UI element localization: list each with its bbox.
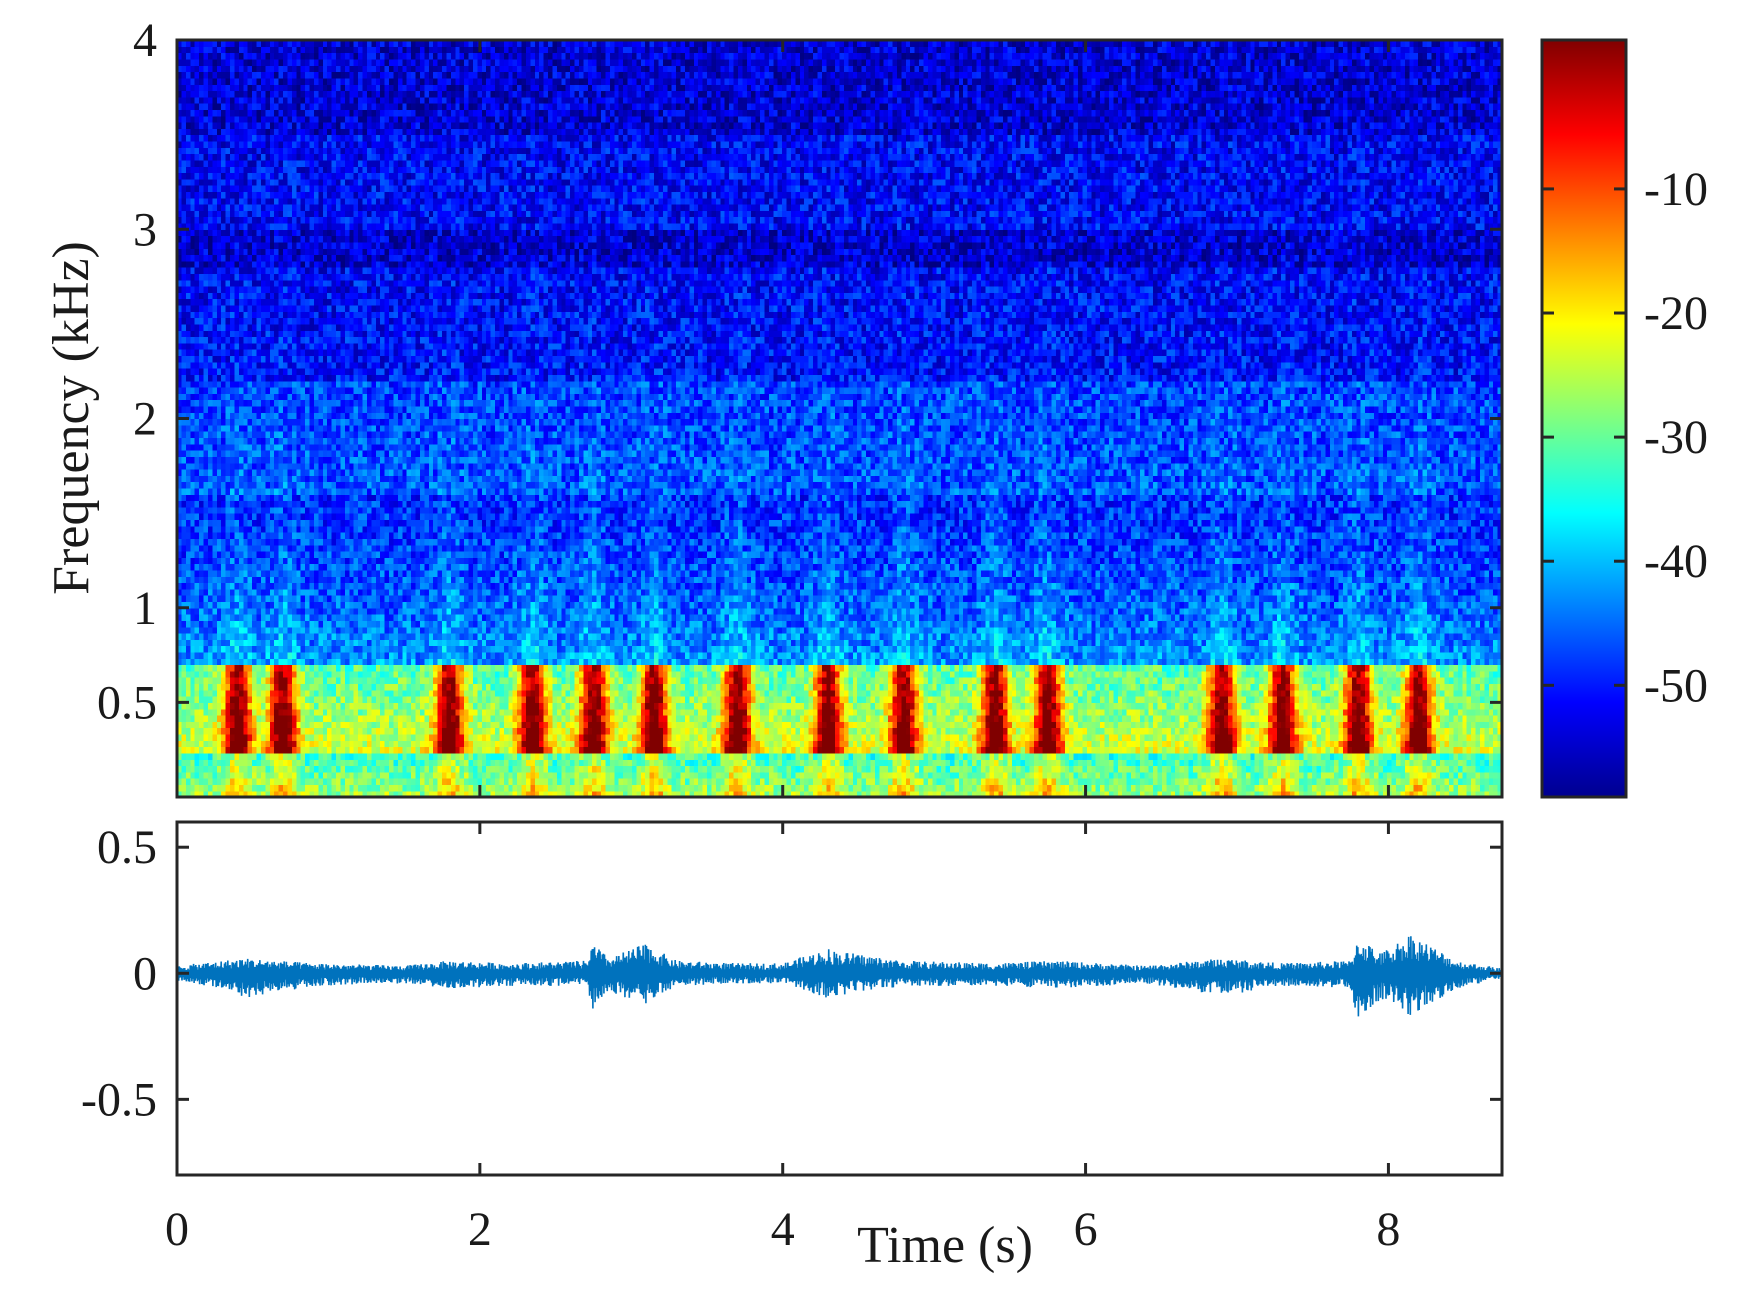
colorbar-tick-label: -40 <box>1644 535 1708 588</box>
spectrogram-y-axis-label: Frequency (kHz) <box>43 241 100 595</box>
waveform-x-tick-label: 6 <box>1074 1203 1098 1256</box>
waveform-y-tick-label: 0 <box>133 947 157 1000</box>
colorbar-tick-label: -30 <box>1644 411 1708 464</box>
colorbar-gradient <box>1542 40 1626 797</box>
spectrogram-y-tick-label: 3 <box>133 203 157 256</box>
waveform-x-tick-label: 2 <box>468 1203 492 1256</box>
colorbar-tick-label: -20 <box>1644 287 1708 340</box>
waveform-y-tick-label: 0.5 <box>97 821 157 874</box>
spectrogram-panel: 0.5 1 2 3 4 Frequency (kHz) <box>43 14 1503 798</box>
waveform-ticks: 0.5 0 -0.5 0 2 4 6 8 <box>81 821 1502 1256</box>
spectrogram-y-tick-label: 1 <box>133 582 157 635</box>
waveform-x-tick-label: 8 <box>1376 1203 1400 1256</box>
colorbar: -10 -20 -30 -40 -50 <box>1542 40 1708 797</box>
waveform-frame <box>177 822 1502 1175</box>
waveform-x-tick-label: 0 <box>165 1203 189 1256</box>
waveform-panel: 0.5 0 -0.5 0 2 4 6 8 Time (s) <box>81 821 1502 1274</box>
colorbar-tick-label: -50 <box>1644 659 1708 712</box>
spectrogram-heatmap <box>177 40 1503 798</box>
spectrogram-y-tick-label: 0.5 <box>97 676 157 729</box>
spectrogram-y-tick-label: 2 <box>133 393 157 446</box>
waveform-y-tick-label: -0.5 <box>81 1073 157 1126</box>
spectrogram-y-tick-label: 4 <box>133 14 157 67</box>
waveform-x-tick-label: 4 <box>771 1203 795 1256</box>
colorbar-tick-label: -10 <box>1644 163 1708 216</box>
waveform-x-axis-label: Time (s) <box>857 1217 1033 1274</box>
waveform-series-line <box>177 936 1502 1016</box>
